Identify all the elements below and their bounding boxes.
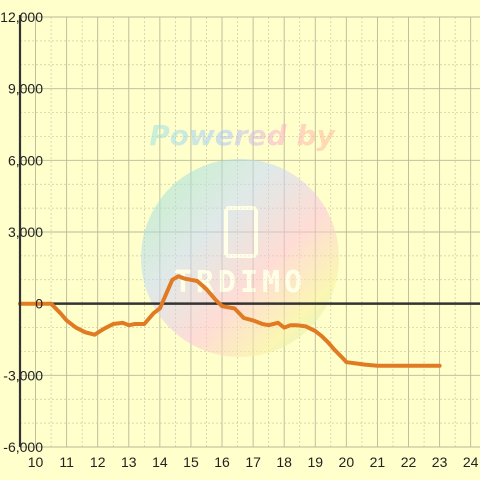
x-tick-label: 20 <box>339 454 355 470</box>
y-tick-label: 0 <box>35 296 43 312</box>
x-tick-label: 14 <box>152 454 168 470</box>
x-tick-label: 17 <box>245 454 261 470</box>
y-tick-label: -3,000 <box>3 367 43 383</box>
x-tick-label: 11 <box>59 454 74 470</box>
x-tick-label: 22 <box>401 454 417 470</box>
series-group <box>18 274 442 368</box>
y-tick-label: 6,000 <box>8 152 43 168</box>
y-tick-label: 3,000 <box>8 224 43 240</box>
x-tick-label: 12 <box>90 454 106 470</box>
watermark-text: Powered by <box>149 119 336 152</box>
x-tick-label: 24 <box>463 454 479 470</box>
y-tick-label: -6,000 <box>3 439 43 455</box>
x-tick-label: 13 <box>121 454 137 470</box>
series-line-0 <box>18 274 442 368</box>
x-tick-label: 16 <box>214 454 230 470</box>
x-tick-label: 18 <box>276 454 292 470</box>
watermark: Powered by TRDIMO <box>141 119 339 357</box>
x-tick-label: 19 <box>307 454 323 470</box>
grid <box>19 16 480 448</box>
y-tick-label: 12,000 <box>0 9 43 25</box>
x-tick-label: 10 <box>28 454 44 470</box>
y-tick-label: 9,000 <box>8 81 43 97</box>
x-tick-label: 23 <box>432 454 448 470</box>
x-tick-label: 15 <box>183 454 199 470</box>
x-tick-label: 21 <box>370 454 386 470</box>
watermark-brand: TRDIMO <box>174 265 306 300</box>
watermark-logo-mark <box>224 206 258 258</box>
